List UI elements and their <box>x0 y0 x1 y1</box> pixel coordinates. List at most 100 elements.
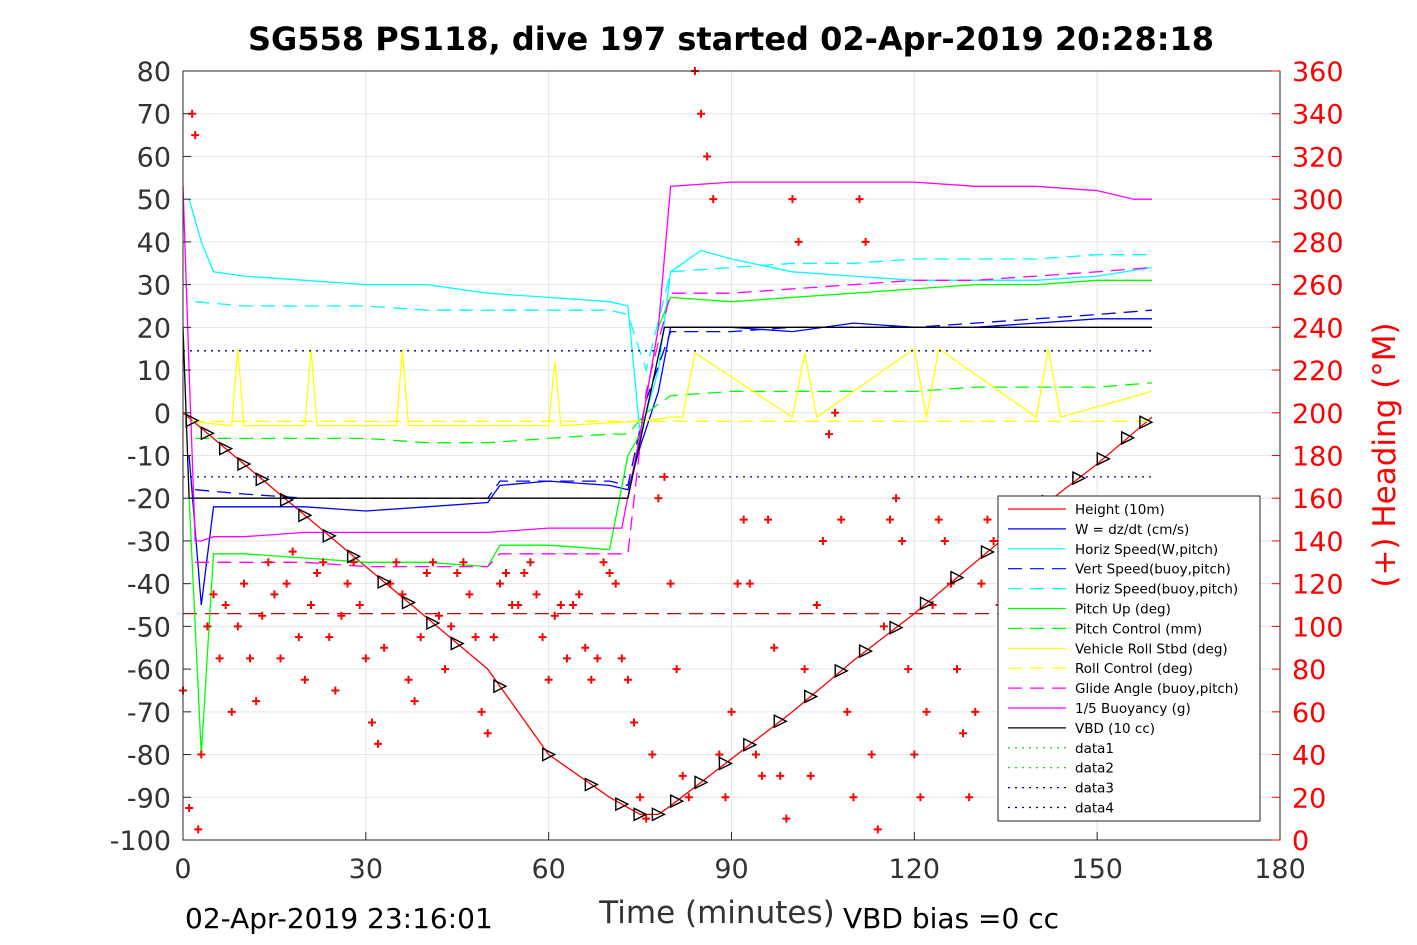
heading-point <box>611 579 620 588</box>
heading-point <box>477 707 486 716</box>
y-left-tick-label: 40 <box>137 228 171 259</box>
heading-point <box>270 590 279 599</box>
heading-point <box>556 601 565 610</box>
y-left-tick-label: -50 <box>127 612 171 643</box>
heading-point <box>374 739 383 748</box>
y-left-tick-label: -10 <box>127 442 171 473</box>
y-left-tick-label: 70 <box>137 100 171 131</box>
heading-point <box>727 707 736 716</box>
heading-point <box>745 579 754 588</box>
vbd-marker <box>401 595 417 610</box>
heading-point <box>940 536 949 545</box>
heading-point <box>629 718 638 727</box>
heading-point <box>185 803 194 812</box>
vbd-marker <box>218 441 234 456</box>
x-tick-label: 120 <box>889 854 941 885</box>
legend-label: data4 <box>1075 801 1114 817</box>
y-right-tick-label: 260 <box>1292 271 1344 302</box>
heading-point <box>739 515 748 524</box>
heading-point <box>355 601 364 610</box>
y-left-tick-label: 80 <box>137 57 171 88</box>
y-left-tick-label: 50 <box>137 185 171 216</box>
y-left-tick-label: 30 <box>137 271 171 302</box>
heading-point <box>294 633 303 642</box>
heading-point <box>221 601 230 610</box>
vbd-marker <box>919 596 935 611</box>
y-right-tick-label: 100 <box>1292 612 1344 643</box>
vbd-marker <box>1096 451 1111 466</box>
legend-label: Pitch Up (deg) <box>1075 602 1171 618</box>
heading-point <box>194 825 203 834</box>
y-right-tick-label: 240 <box>1292 313 1344 344</box>
vbd-marker <box>694 775 709 790</box>
heading-point <box>904 665 913 674</box>
y-right-tick-label: 200 <box>1292 399 1344 430</box>
heading-point <box>879 622 888 631</box>
heading-point <box>471 633 480 642</box>
y-left-tick-label: 60 <box>137 142 171 173</box>
series-line-pitch-control-mm <box>195 382 1153 444</box>
legend-label: Vehicle Roll Stbd (deg) <box>1075 641 1228 657</box>
y-right-tick-label: 180 <box>1292 442 1344 473</box>
footer-vbd-bias: VBD bias =0 cc <box>843 902 1059 935</box>
heading-point <box>300 675 309 684</box>
heading-point <box>495 579 504 588</box>
y-right-tick-label: 320 <box>1292 142 1344 173</box>
heading-point <box>587 675 596 684</box>
heading-point <box>898 536 907 545</box>
heading-point <box>709 195 718 204</box>
heading-point <box>794 237 803 246</box>
heading-point <box>989 536 998 545</box>
legend-label: Height (10m) <box>1075 502 1165 518</box>
legend-label: data3 <box>1075 781 1114 797</box>
heading-point <box>264 558 273 567</box>
marker-layer <box>185 413 1154 822</box>
heading-point <box>733 579 742 588</box>
heading-point <box>642 814 651 823</box>
y-left-tick-label: -30 <box>127 527 171 558</box>
heading-point <box>569 601 578 610</box>
heading-point <box>837 515 846 524</box>
heading-point <box>623 675 632 684</box>
vbd-marker <box>322 528 337 543</box>
legend-label: Roll Control (deg) <box>1075 661 1193 677</box>
vbd-marker <box>541 747 557 762</box>
heading-point <box>203 622 212 631</box>
heading-point <box>514 601 523 610</box>
vbd-marker <box>950 570 965 585</box>
heading-point <box>416 633 425 642</box>
heading-point <box>825 430 834 439</box>
heading-point <box>831 408 840 417</box>
heading-point <box>617 654 626 663</box>
heading-point <box>404 675 413 684</box>
y-axis-left: 80 70 60 50 40 30 20 10 0 -10 -20 -30 -40 -50 -60 -70 -8… <box>110 57 191 857</box>
heading-point <box>215 654 224 663</box>
vbd-marker <box>377 574 392 590</box>
heading-point <box>319 558 328 567</box>
heading-point <box>910 750 919 759</box>
vbd-marker <box>858 644 874 659</box>
heading-point <box>599 558 608 567</box>
series-line-1-5-buoyancy-g <box>182 181 1152 542</box>
vbd-marker <box>493 679 508 694</box>
heading-point <box>721 793 730 802</box>
chart-title: SG558 PS118, dive 197 started 02-Apr-201… <box>248 20 1214 58</box>
vbd-marker <box>255 472 270 487</box>
heading-point <box>861 237 870 246</box>
heading-point <box>892 494 901 503</box>
heading-point <box>562 654 571 663</box>
heading-point <box>441 665 450 674</box>
y-right-tick-label: 280 <box>1292 228 1344 259</box>
heading-point <box>246 654 255 663</box>
heading-layer <box>179 67 1138 834</box>
heading-point <box>818 536 827 545</box>
heading-point <box>800 665 809 674</box>
heading-point <box>977 579 986 588</box>
vbd-marker <box>889 620 904 635</box>
vbd-marker <box>1072 471 1087 486</box>
heading-point <box>239 579 248 588</box>
heading-point <box>252 697 261 706</box>
legend: Height (10m) W = dz/dt (cm/s) Horiz Speed(… <box>997 495 1261 822</box>
heading-point <box>343 579 352 588</box>
x-tick-label: 0 <box>174 854 191 885</box>
